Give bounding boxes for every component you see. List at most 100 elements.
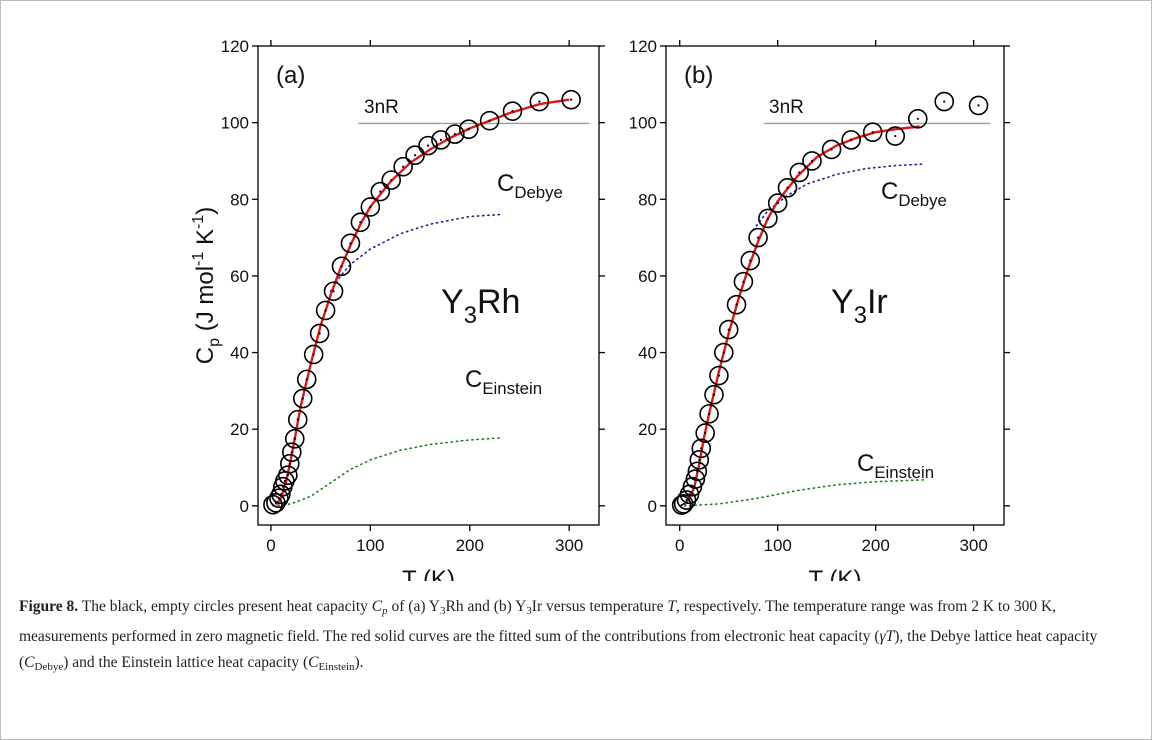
x-tick-label: 300 (959, 536, 987, 555)
marker-dot (798, 171, 801, 174)
marker-dot (511, 110, 514, 113)
marker-dot (698, 458, 701, 461)
data-point (280, 453, 300, 474)
curve (272, 437, 501, 507)
marker-ring (360, 197, 381, 217)
marker-dot (369, 205, 372, 209)
y-tick-label: 20 (638, 420, 657, 439)
annotation-sub: 3 (854, 302, 867, 329)
data-point (502, 101, 523, 121)
annotation: Y3Rh (441, 283, 520, 329)
data-point (269, 488, 289, 508)
marker-dot (727, 328, 730, 331)
marker-ring (458, 119, 479, 139)
y-tick-label: 100 (221, 114, 249, 133)
x-tick-label: 200 (861, 536, 889, 555)
marker-ring (934, 91, 955, 112)
marker-dot (293, 437, 296, 440)
marker-dot (894, 134, 897, 138)
marker-dot (283, 479, 286, 483)
marker-dot (402, 165, 405, 168)
marker-dot (379, 190, 382, 193)
data-point (733, 271, 754, 292)
marker-ring (789, 162, 810, 183)
caption-run: C (24, 654, 35, 671)
y-axis-title-part: p (206, 338, 223, 347)
marker-ring (802, 151, 822, 171)
marker-ring (271, 484, 291, 505)
marker-dot (488, 119, 491, 122)
marker-dot (786, 186, 789, 189)
caption-run: ), the Debye lattice heat capacity ( (19, 628, 1098, 671)
annotation: CEinstein (857, 450, 934, 482)
marker-dot (570, 98, 573, 101)
caption-run: T (667, 598, 676, 615)
y-axis-title-part: (J mol (192, 266, 219, 338)
data-point (862, 122, 883, 143)
annotation-text: 3nR (364, 97, 399, 118)
data-point (687, 461, 708, 482)
x-tick-label: 200 (456, 536, 484, 555)
annotation-after: Rh (477, 283, 520, 321)
marker-dot (390, 179, 393, 182)
plot-frame (665, 45, 1005, 526)
annotation-text: C (857, 450, 874, 477)
marker-ring (280, 453, 300, 474)
annotation: 3nR (769, 97, 804, 118)
x-tick-label: 0 (266, 536, 275, 555)
marker-ring (699, 404, 719, 424)
marker-dot (426, 144, 430, 147)
caption-run: of (a) Y (387, 598, 440, 615)
marker-ring (284, 428, 305, 449)
data-point (309, 323, 330, 344)
annotation: 3nR (364, 97, 399, 118)
x-tick-label: 0 (675, 536, 684, 555)
annotation-text: Y (441, 283, 464, 321)
caption-run: γT (879, 628, 895, 645)
marker-ring (733, 271, 754, 292)
marker-dot (324, 309, 327, 312)
marker-ring (445, 124, 465, 144)
marker-dot (735, 303, 738, 306)
marker-dot (708, 412, 711, 415)
y-axis-title-part: C (192, 347, 219, 364)
curve (329, 213, 501, 292)
caption-run: , respectively. The temperature range wa… (19, 598, 1057, 645)
marker-ring (821, 139, 842, 160)
data-point (714, 342, 734, 363)
marker-dot (742, 280, 745, 283)
marker-ring (431, 130, 451, 150)
y-tick-label: 100 (629, 114, 657, 133)
marker-ring (689, 450, 710, 470)
y-tick-label: 20 (230, 420, 249, 439)
data-point (418, 135, 438, 156)
annotation-text: 3nR (769, 97, 804, 118)
marker-ring (673, 494, 694, 514)
data-point (529, 91, 550, 112)
marker-dot (766, 217, 769, 220)
y-tick-label: 0 (240, 497, 249, 516)
marker-ring (269, 488, 289, 508)
data-point (968, 95, 989, 116)
annotation-after: Ir (867, 283, 888, 321)
annotation-text: (a) (276, 62, 305, 89)
marker-dot (318, 332, 321, 335)
marker-dot (722, 351, 725, 354)
y-axis-title-part: ) (192, 207, 219, 215)
marker-dot (680, 503, 683, 507)
marker-dot (830, 148, 833, 151)
data-point (479, 110, 500, 131)
marker-dot (850, 138, 853, 141)
marker-ring (323, 281, 344, 302)
y-tick-label: 120 (221, 37, 249, 56)
marker-ring (726, 294, 747, 315)
data-point (303, 344, 324, 365)
marker-dot (340, 265, 343, 268)
curve (683, 479, 926, 507)
data-point (758, 208, 778, 229)
annotation: CEinstein (465, 366, 542, 398)
marker-dot (717, 374, 721, 377)
marker-ring (695, 423, 715, 443)
